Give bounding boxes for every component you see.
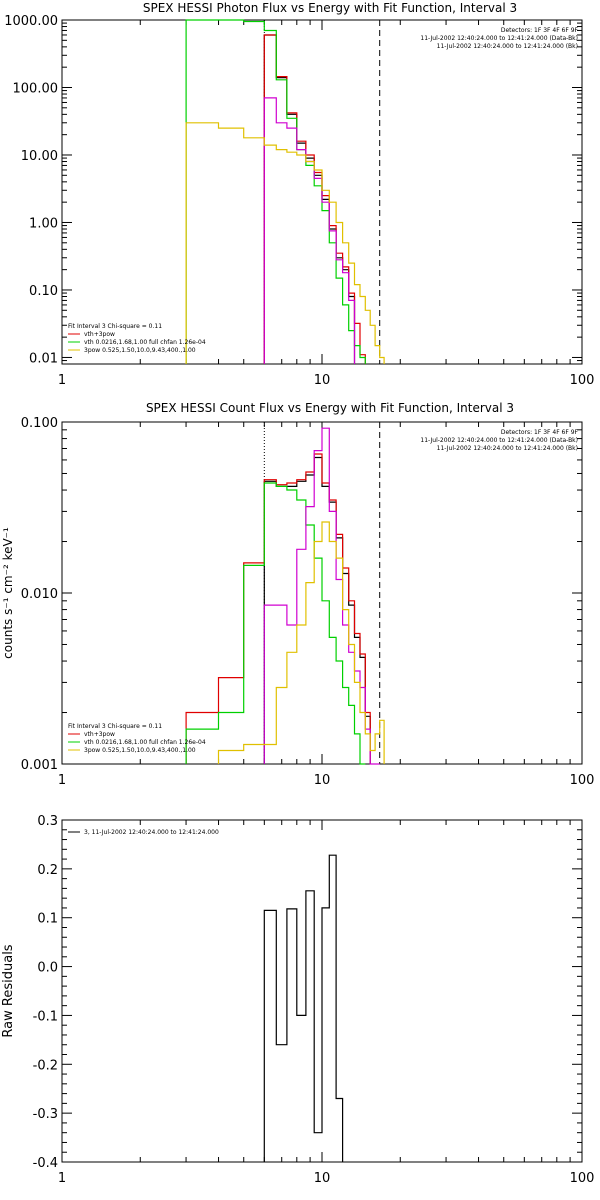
spectrum-step-line [185,19,366,364]
legend-entry: 3pow 0.525,1.50,10.0,9.43,400.,1.00 [84,347,196,354]
photon-flux-panel: SPEX HESSI Photon Flux vs Energy with Fi… [4,1,594,388]
x-tick-label: 1 [58,773,66,788]
legend-entry: 11-Jul-2002 12:40:24.000 to 12:41:24.000… [420,35,578,42]
residuals-legend: 3, 11-Jul-2002 12:40:24.000 to 12:41:24.… [68,829,219,836]
legend-entry: Detectors: 1F 3F 4F 6F 9F [501,429,579,436]
x-tick-label: 1 [58,373,66,388]
y-tick-label: -0.2 [33,1058,58,1073]
legend-entry: 11-Jul-2002 12:40:24.000 to 12:41:24.000… [437,445,578,452]
residuals-panel: Raw Residuals 1 10 100 -0.4 -0.3 -0.2 -0.1 0.0 0… [1,814,594,1186]
legend-entry: vth 0.0216,1.68,1.00 full chfan 1.26e-04 [84,739,206,746]
legend-entry: Detectors: 1F 3F 4F 6F 9F [501,27,579,34]
x-tick-label: 10 [314,373,331,388]
photon-flux-title: SPEX HESSI Photon Flux vs Energy with Fi… [143,1,517,15]
residuals-y-axis-label: Raw Residuals [1,944,16,1037]
x-tick-label: 100 [570,373,595,388]
legend-entry: Fit Interval 3 Chi-square = 0.11 [68,323,162,330]
y-tick-label: 0.10 [29,284,58,299]
spectrum-step-line [185,453,371,764]
count-flux-panel: SPEX HESSI Count Flux vs Energy with Fit… [1,401,594,788]
spectrum-step-line [185,482,366,765]
x-tick-label: 10 [314,1171,331,1186]
spectrum-step-line [263,34,356,364]
y-tick-label: 10.00 [21,149,58,164]
y-tick-label: 0.0 [37,961,58,976]
y-tick-label: 0.3 [37,814,58,829]
legend-entry: 11-Jul-2002 12:40:24.000 to 12:41:24.000… [420,437,578,444]
x-tick-label: 100 [570,773,595,788]
spectrum-step-line [263,34,366,364]
spectrum-step-line [217,521,385,764]
legend-entry: Fit Interval 3 Chi-square = 0.11 [68,723,162,730]
y-tick-label: 1000.00 [4,14,58,29]
y-tick-label: 0.01 [29,351,58,366]
residuals-ticks: 1 10 100 -0.4 -0.3 -0.2 -0.1 0.0 0.1 0.2 0.3 [33,814,595,1186]
count-flux-ticks: 1 10 100 0.001 0.010 0.100 [21,416,595,788]
legend-entry: vth+3pow [84,331,115,338]
x-tick-label: 1 [58,1171,66,1186]
y-tick-label: 0.2 [37,863,58,878]
y-tick-label: -0.3 [33,1107,58,1122]
x-tick-label: 100 [570,1171,595,1186]
photon-flux-series [185,19,385,364]
count-flux-series [185,422,385,765]
y-tick-label: -0.4 [33,1156,58,1171]
photon-flux-ticks: 1 10 100 0.01 0.10 1.00 10.00 100.00 1000.00 [4,14,594,388]
legend-entry: vth 0.0216,1.68,1.00 full chfan 1.26e-04 [84,339,206,346]
y-tick-label: 0.1 [37,912,58,927]
count-flux-title: SPEX HESSI Count Flux vs Energy with Fit… [146,401,514,415]
spectrum-step-line [263,97,356,364]
count-flux-y-axis-label: counts s⁻¹ cm⁻² keV⁻¹ [1,527,15,659]
x-tick-label: 10 [314,773,331,788]
y-tick-label: 0.001 [21,758,58,773]
residuals-series [263,854,344,1162]
spectrum-step-line [263,854,344,1162]
y-tick-label: 1.00 [29,216,58,231]
y-tick-label: 100.00 [13,81,59,96]
legend-entry: 3pow 0.525,1.50,10.0,9.43,400.,1.00 [84,747,196,754]
spectrum-step-line [185,122,385,364]
legend-entry: 11-Jul-2002 12:40:24.000 to 12:41:24.000… [437,43,578,50]
y-tick-label: 0.100 [21,416,58,431]
y-tick-label: 0.010 [21,587,58,602]
legend-entry: vth+3pow [84,731,115,738]
y-tick-label: -0.1 [33,1009,58,1024]
legend-entry: 3, 11-Jul-2002 12:40:24.000 to 12:41:24.… [84,829,219,836]
